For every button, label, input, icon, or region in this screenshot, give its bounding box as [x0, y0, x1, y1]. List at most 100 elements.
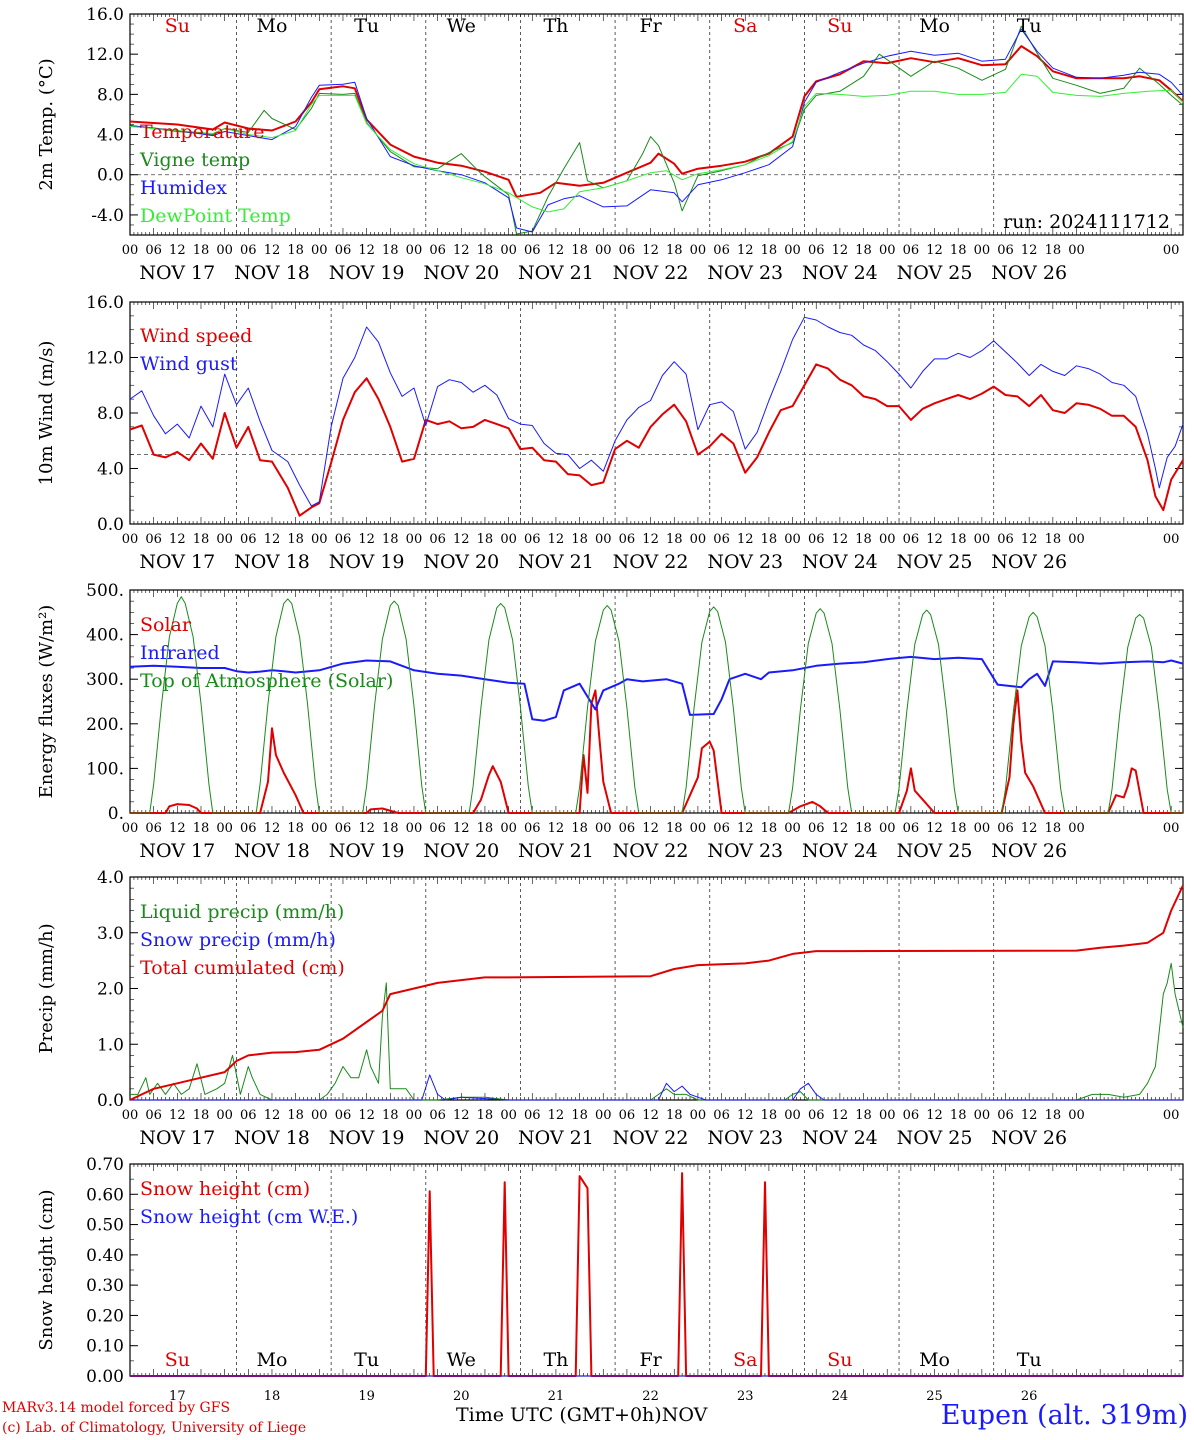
weekday-label: Mo — [919, 15, 950, 37]
day-number-label: 21 — [548, 1389, 565, 1404]
hour-tick-label: 12 — [358, 821, 375, 836]
y-tick-label: 2.0 — [97, 980, 124, 1000]
series-line-1 — [129, 316, 1184, 507]
y-tick-label: 0.20 — [86, 1306, 124, 1326]
hour-tick-label: 06 — [903, 532, 920, 547]
y-tick-label: 0.50 — [86, 1216, 124, 1236]
date-label: NOV 17 — [139, 840, 215, 862]
y-axis-label: 10m Wind (m/s) — [36, 341, 57, 486]
time-axis-title: Time UTC (GMT+0h) — [456, 1404, 662, 1426]
legend-entry: Top of Atmosphere (Solar) — [140, 670, 393, 692]
hour-tick-label: 00 — [1163, 243, 1180, 258]
y-tick-label: 0.0 — [97, 515, 124, 535]
date-label: NOV 21 — [518, 840, 594, 862]
hour-tick-label: 00 — [500, 821, 517, 836]
hour-tick-label: 06 — [997, 532, 1014, 547]
day-number-label: 23 — [737, 1389, 754, 1404]
hour-tick-label: 18 — [382, 1108, 399, 1123]
hour-tick-label: 00 — [784, 532, 801, 547]
hour-tick-label: 06 — [619, 243, 636, 258]
hour-tick-label: 00 — [406, 532, 423, 547]
series-line-0 — [129, 45, 1184, 198]
hour-tick-label: 12 — [832, 821, 849, 836]
hour-tick-label: 12 — [358, 243, 375, 258]
date-label: NOV 21 — [518, 1127, 594, 1149]
day-number-label: 26 — [1021, 1389, 1038, 1404]
hour-tick-label: 06 — [619, 1108, 636, 1123]
hour-tick-label: 18 — [1045, 532, 1062, 547]
date-label: NOV 19 — [329, 1127, 405, 1149]
legend-entry: Snow height (cm W.E.) — [140, 1206, 358, 1228]
hour-tick-label: 00 — [784, 821, 801, 836]
y-tick-label: 0.0 — [97, 166, 124, 186]
date-label: NOV 26 — [991, 840, 1067, 862]
hour-tick-label: 00 — [974, 821, 991, 836]
date-label: NOV 19 — [329, 840, 405, 862]
weekday-label: We — [447, 15, 476, 37]
hour-tick-label: 00 — [974, 532, 991, 547]
hour-tick-label: 06 — [429, 1108, 446, 1123]
hour-tick-label: 06 — [713, 532, 730, 547]
y-tick-label: 16.0 — [86, 5, 124, 25]
weekday-label: Mo — [919, 1349, 950, 1371]
hour-tick-label: 12 — [926, 1108, 943, 1123]
legend-entry: Temperature — [140, 121, 264, 143]
y-tick-label: 1.0 — [97, 1035, 124, 1055]
hour-tick-label: 18 — [571, 1108, 588, 1123]
date-label: NOV 26 — [991, 262, 1067, 284]
y-tick-label: 4.0 — [97, 460, 124, 480]
hour-tick-label: 12 — [926, 532, 943, 547]
hour-tick-label: 18 — [477, 1108, 494, 1123]
hour-tick-label: 18 — [950, 243, 967, 258]
date-label: NOV 19 — [329, 262, 405, 284]
hour-tick-label: 12 — [548, 532, 565, 547]
hour-tick-label: 06 — [903, 243, 920, 258]
hour-tick-label: 00 — [595, 532, 612, 547]
weekday-label: We — [447, 1349, 476, 1371]
hour-tick-label: 06 — [713, 821, 730, 836]
hour-tick-label: 18 — [287, 1108, 304, 1123]
date-label: NOV 26 — [991, 1127, 1067, 1149]
hour-tick-label: 12 — [453, 1108, 470, 1123]
hour-tick-label: 06 — [808, 821, 825, 836]
date-label: NOV 25 — [897, 840, 973, 862]
weekday-label: Mo — [257, 1349, 288, 1371]
hour-tick-label: 06 — [145, 532, 162, 547]
date-label: NOV 19 — [329, 551, 405, 573]
hour-tick-label: 06 — [808, 243, 825, 258]
hour-tick-label: 18 — [855, 243, 872, 258]
weekday-label: Fr — [639, 1349, 662, 1371]
hour-tick-label: 18 — [1045, 243, 1062, 258]
hour-tick-label: 12 — [264, 243, 281, 258]
y-tick-label: 8.0 — [97, 85, 124, 105]
hour-tick-label: 00 — [500, 532, 517, 547]
hour-tick-label: 00 — [406, 1108, 423, 1123]
date-label: NOV 25 — [897, 551, 973, 573]
month-label: NOV — [661, 1404, 708, 1426]
date-label: NOV 21 — [518, 551, 594, 573]
hour-tick-label: 18 — [666, 1108, 683, 1123]
hour-tick-label: 06 — [808, 1108, 825, 1123]
date-label: NOV 24 — [802, 1127, 878, 1149]
hour-tick-label: 00 — [1068, 821, 1085, 836]
y-axis-label: Energy fluxes (W/m²) — [36, 605, 57, 799]
hour-tick-label: 00 — [500, 243, 517, 258]
hour-tick-label: 00 — [1068, 1108, 1085, 1123]
weekday-label: Th — [543, 15, 568, 37]
hour-tick-label: 00 — [690, 821, 707, 836]
y-tick-label: 0.70 — [86, 1155, 124, 1175]
hour-tick-label: 06 — [524, 1108, 541, 1123]
series-line-3 — [129, 73, 1184, 213]
y-tick-label: 0.60 — [86, 1185, 124, 1205]
hour-tick-label: 18 — [761, 821, 778, 836]
hour-tick-label: 18 — [287, 821, 304, 836]
y-tick-label: 12.0 — [86, 349, 124, 369]
y-tick-label: 3.0 — [97, 924, 124, 944]
hour-tick-label: 00 — [784, 243, 801, 258]
y-axis-label: Precip (mm/h) — [36, 923, 57, 1053]
model-credit: MARv3.14 model forced by GFS — [2, 1400, 231, 1416]
hour-tick-label: 18 — [382, 243, 399, 258]
hour-tick-label: 12 — [926, 821, 943, 836]
series-line-1 — [129, 655, 1184, 722]
hour-tick-label: 18 — [666, 243, 683, 258]
